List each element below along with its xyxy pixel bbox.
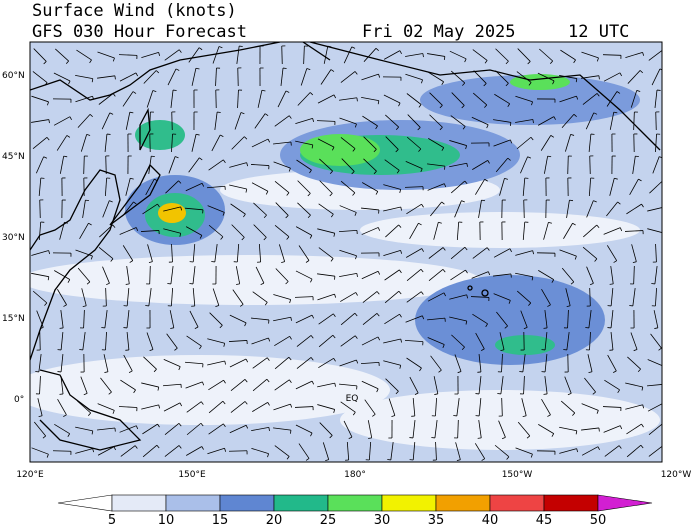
barb-tick (49, 120, 50, 124)
colorbar-end (58, 495, 112, 511)
barb-tick (664, 233, 665, 236)
lat-label: 60°N (2, 71, 25, 81)
colorbar-label: 50 (590, 513, 607, 525)
barb-tick (664, 403, 666, 406)
barb-tick (126, 284, 130, 285)
lon-label: 120°W (661, 470, 692, 480)
lat-label: 15°N (2, 314, 25, 324)
barb-tick (663, 367, 664, 370)
equator-label: EQ (346, 394, 359, 404)
colorbar-bin (436, 495, 490, 511)
barb-tick (635, 156, 639, 157)
colorbar-label: 40 (482, 513, 499, 525)
colorbar-bin (328, 495, 382, 511)
lat-label: 30°N (2, 233, 25, 243)
barb-tick (663, 423, 665, 426)
lon-label: 120°E (16, 470, 44, 480)
barb-tick (663, 446, 665, 449)
colorbar-bin (220, 495, 274, 511)
colorbar-bin (112, 495, 166, 511)
barb (40, 200, 41, 218)
title: Surface Wind (knots) (32, 1, 237, 21)
colorbar-label: 30 (374, 513, 391, 525)
lat-label: 0° (14, 395, 24, 405)
barb-tick (510, 122, 511, 126)
colorbar-end (598, 495, 652, 511)
barb-tick (151, 156, 155, 157)
colorbar-label: 25 (320, 513, 337, 525)
barb-tick (85, 200, 89, 201)
lon-label: 150°E (178, 470, 206, 480)
colorbar-bin (382, 495, 436, 511)
barb (568, 156, 569, 174)
barb (53, 451, 71, 452)
colorbar-label: 20 (266, 513, 283, 525)
subtitle: GFS 030 Hour Forecast (32, 22, 247, 42)
colorbar-label: 10 (158, 513, 175, 525)
barb (106, 156, 107, 174)
colorbar-label: 5 (108, 513, 116, 525)
barb-tick (478, 438, 482, 439)
lon-label: 150°W (502, 470, 533, 480)
lat-label: 45°N (2, 152, 25, 162)
colorbar-bin (274, 495, 328, 511)
barb (524, 200, 525, 218)
colorbar-bin (166, 495, 220, 511)
barb-tick (665, 207, 666, 211)
lon-label: 180° (344, 470, 366, 480)
colorbar-label: 15 (212, 513, 229, 525)
colorbar-label: 45 (536, 513, 553, 525)
time: 12 UTC (568, 22, 629, 42)
date: Fri 02 May 2025 (362, 22, 516, 42)
barb-tick (569, 200, 573, 201)
barb (656, 112, 657, 130)
map-area (10, 40, 666, 462)
barb (590, 156, 591, 174)
colorbar-label: 35 (428, 513, 445, 525)
colorbar-bin (544, 495, 598, 511)
barb-tick (599, 76, 600, 80)
barb-tick (663, 50, 665, 53)
barb-tick (444, 56, 445, 60)
colorbar-bin (490, 495, 544, 511)
colorbar: 5 10 15 20 25 30 35 40 45 50 (58, 495, 652, 525)
barb-tick (663, 181, 665, 184)
